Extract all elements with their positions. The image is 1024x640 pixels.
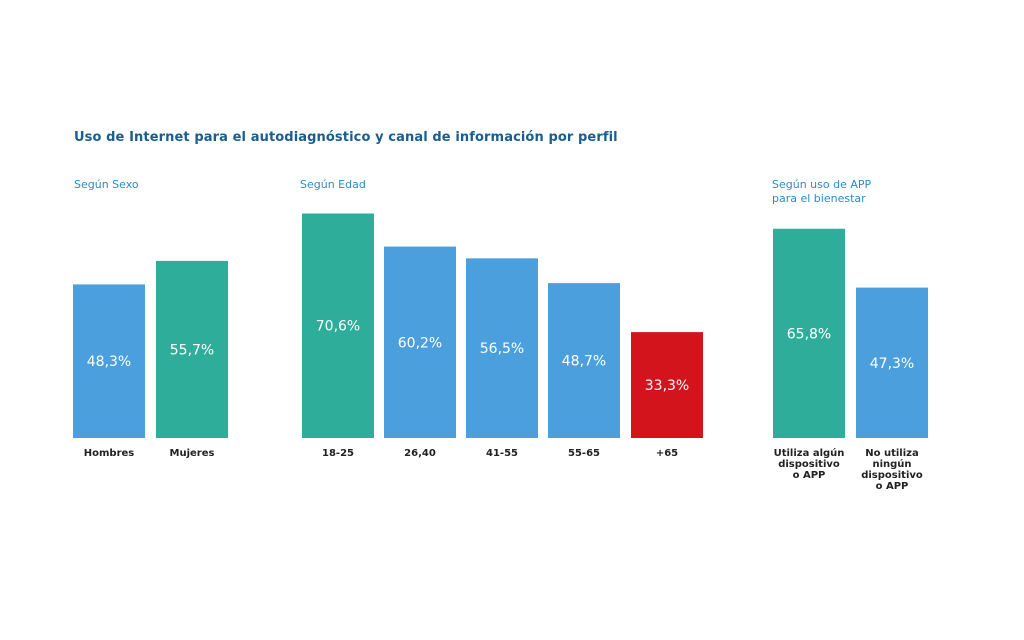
category-label-1-4: +65 [656, 448, 678, 459]
bar-value-label-1-3: 48,7% [562, 354, 606, 370]
category-label-2-1: No utiliza ningún dispositivo o APP [861, 448, 923, 492]
bar-2-0 [773, 228, 845, 438]
bar-value-label-1-0: 70,6% [316, 319, 360, 335]
bar-2-1 [856, 287, 928, 438]
category-label-1-2: 41-55 [486, 448, 518, 459]
category-label-1-3: 55-65 [568, 448, 600, 459]
panel-title-app-line-2: para el bienestar [772, 192, 866, 205]
bar-value-label-0-0: 48,3% [87, 354, 131, 370]
panel-title-app: Según uso de APP para el bienestar [772, 178, 871, 206]
bar-1-0 [302, 213, 374, 438]
chart-title: Uso de Internet para el autodiagnóstico … [74, 130, 618, 145]
category-label-0-1: Mujeres [170, 448, 215, 459]
bar-0-1 [156, 260, 228, 438]
bar-value-label-1-2: 56,5% [480, 341, 524, 357]
bar-1-3 [548, 283, 620, 438]
category-label-2-0: Utiliza algún dispositivo o APP [774, 447, 845, 481]
bar-value-label-0-1: 55,7% [170, 342, 214, 358]
bar-value-label-1-4: 33,3% [645, 378, 689, 394]
category-label-1-0: 18-25 [322, 448, 354, 459]
category-label-1-1: 26,40 [404, 448, 436, 459]
bar-1-2 [466, 258, 538, 438]
panel-title-app-line-1: Según uso de APP [772, 178, 872, 191]
panel-title-edad: Según Edad [300, 178, 366, 191]
bar-value-label-1-1: 60,2% [398, 335, 442, 351]
bar-1-1 [384, 246, 456, 438]
bar-1-4 [631, 332, 703, 438]
bar-value-label-2-0: 65,8% [787, 326, 831, 342]
category-label-0-0: Hombres [84, 448, 135, 459]
panel-title-sexo: Según Sexo [74, 178, 139, 191]
bar-value-label-2-1: 47,3% [870, 356, 914, 372]
bar-0-0 [73, 284, 145, 438]
